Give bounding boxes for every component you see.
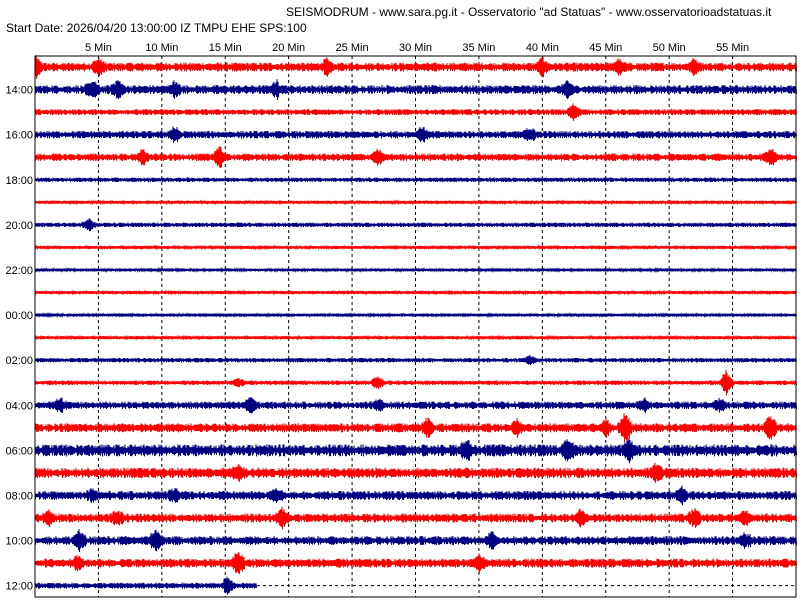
y-tick-label: 00:00 (5, 310, 33, 322)
grid-layer (97, 56, 734, 597)
x-tick-label: 30 Min (399, 42, 432, 54)
x-tick-label: 40 Min (526, 42, 559, 54)
y-tick-label: 16:00 (5, 130, 33, 142)
x-tick-label: 55 Min (716, 42, 749, 54)
trace-1900 (34, 199, 797, 206)
trace-0800 (34, 485, 797, 506)
trace-1300 (34, 55, 797, 79)
trace-0300 (34, 369, 797, 396)
plot-frame (34, 55, 797, 598)
trace-1600 (34, 126, 797, 143)
trace-2200 (34, 266, 797, 273)
trace-0600 (34, 437, 797, 464)
trace-1100 (34, 552, 797, 575)
label-layer: 5 Min 10 Min 15 Min 20 Min 25 Min 30 Min 35 Mi… (5, 42, 749, 593)
trace-2100 (34, 244, 797, 251)
y-tick-label: 06:00 (5, 445, 33, 457)
trace-0400 (34, 396, 797, 414)
y-tick-label: 12:00 (5, 581, 33, 593)
trace-0200 (34, 355, 797, 366)
trace-1000 (34, 529, 797, 553)
y-tick-label: 08:00 (5, 490, 33, 502)
trace-0900 (34, 506, 797, 530)
y-tick-label: 10:00 (5, 536, 33, 548)
trace-1400 (34, 79, 797, 101)
trace-1700 (34, 146, 797, 169)
y-tick-label: 02:00 (5, 355, 33, 367)
y-tick-label: 04:00 (5, 400, 33, 412)
x-tick-label: 25 Min (336, 42, 369, 54)
x-tick-label: 50 Min (653, 42, 686, 54)
y-tick-label: 18:00 (5, 175, 33, 187)
x-tick-label: 5 Min (85, 42, 112, 54)
chart-subtitle: Start Date: 2026/04/20 13:00:00 IZ TMPU … (6, 21, 307, 35)
y-tick-label: 14:00 (5, 85, 33, 97)
trace-1800 (34, 176, 797, 183)
trace-2300 (34, 289, 797, 296)
trace-1500 (34, 103, 797, 121)
x-tick-label: 35 Min (462, 42, 495, 54)
x-tick-label: 15 Min (209, 42, 242, 54)
y-tick-label: 22:00 (5, 265, 33, 277)
x-tick-label: 20 Min (272, 42, 305, 54)
trace-0700 (34, 462, 797, 483)
y-tick-label: 20:00 (5, 220, 33, 232)
trace-1200 (34, 576, 257, 595)
trace-0100 (34, 334, 797, 341)
trace-2000 (34, 218, 797, 232)
trace-layer (34, 55, 797, 595)
trace-0000 (34, 312, 797, 319)
chart-title: SEISMODRUM - www.sara.pg.it - Osservator… (286, 5, 772, 19)
x-tick-label: 10 Min (145, 42, 178, 54)
x-tick-label: 45 Min (589, 42, 622, 54)
trace-0500 (34, 413, 797, 443)
